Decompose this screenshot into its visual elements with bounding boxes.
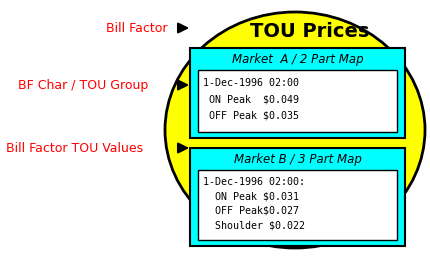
Text: 1-Dec-1996 02:00: 1-Dec-1996 02:00: [203, 78, 299, 88]
Text: ON Peak  $0.049: ON Peak $0.049: [203, 94, 299, 104]
Text: TOU Prices: TOU Prices: [250, 22, 370, 41]
Bar: [190, 48, 405, 138]
Ellipse shape: [165, 12, 425, 248]
Bar: [198, 70, 397, 132]
Text: Market B / 3 Part Map: Market B / 3 Part Map: [233, 153, 362, 166]
Text: Bill Factor: Bill Factor: [107, 22, 168, 35]
Text: 1-Dec-1996 02:00:: 1-Dec-1996 02:00:: [203, 177, 305, 187]
Bar: [198, 170, 397, 240]
Text: Market  A / 2 Part Map: Market A / 2 Part Map: [232, 53, 363, 66]
Text: BF Char / TOU Group: BF Char / TOU Group: [18, 79, 148, 92]
Text: Shoulder $0.022: Shoulder $0.022: [203, 220, 305, 230]
Bar: [190, 148, 405, 246]
Text: Bill Factor TOU Values: Bill Factor TOU Values: [6, 141, 143, 154]
Text: OFF Peak $0.035: OFF Peak $0.035: [203, 111, 299, 121]
Text: OFF Peak$0.027: OFF Peak$0.027: [203, 206, 299, 216]
Text: ON Peak $0.031: ON Peak $0.031: [203, 191, 299, 201]
